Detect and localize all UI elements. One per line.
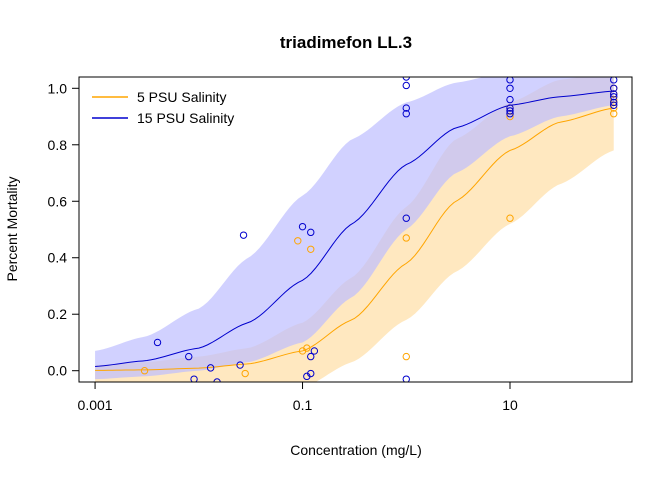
- data-point-15psu: [506, 104, 514, 112]
- y-tick-label: 0.2: [48, 306, 68, 322]
- chart-title: triadimefon LL.3: [280, 33, 412, 52]
- data-point-15psu: [307, 352, 315, 361]
- confidence-bands: [95, 77, 614, 382]
- x-tick-label: 0.001: [78, 397, 113, 413]
- data-point-15psu: [610, 98, 618, 107]
- data-point-15psu: [610, 77, 618, 84]
- data-point-5psu: [506, 214, 514, 222]
- data-point-15psu: [506, 84, 514, 92]
- data-point-5psu: [402, 352, 410, 361]
- data-point-15psu: [506, 95, 514, 104]
- data-point-15psu: [610, 93, 618, 101]
- data-point-15psu: [402, 104, 410, 112]
- data-point-15psu: [298, 222, 307, 231]
- legend-label-5psu: 5 PSU Salinity: [137, 89, 226, 105]
- data-point-15psu: [610, 90, 618, 98]
- fit-line-15psu: [95, 90, 614, 367]
- data-point-5psu: [610, 95, 618, 104]
- confidence-band-15psu: [95, 77, 614, 380]
- data-point-15psu: [506, 77, 514, 84]
- data-point-15psu: [307, 228, 315, 237]
- data-point-15psu: [310, 347, 319, 355]
- y-tick-label: 0.4: [48, 250, 68, 266]
- data-point-5psu: [402, 234, 410, 242]
- data-point-15psu: [153, 338, 162, 347]
- x-axis: 0.001 0.1 10: [78, 381, 518, 413]
- data-point-15psu: [610, 101, 618, 109]
- fit-lines: [95, 90, 614, 371]
- y-tick-label: 0.0: [48, 363, 68, 379]
- data-point-5psu: [294, 237, 302, 245]
- data-point-15psu: [206, 364, 215, 372]
- y-axis-label: Percent Mortality: [4, 176, 20, 281]
- data-point-15psu: [610, 84, 618, 92]
- data-point-15psu: [307, 369, 315, 378]
- data-point-5psu: [610, 104, 618, 112]
- data-point-15psu: [402, 214, 410, 222]
- data-point-15psu: [402, 375, 410, 382]
- x-axis-label: Concentration (mg/L): [290, 442, 422, 458]
- data-point-15psu: [402, 110, 410, 118]
- data-point-15psu: [185, 352, 193, 361]
- fit-line-5psu: [95, 107, 614, 371]
- data-point-5psu: [303, 344, 311, 352]
- data-point-15psu: [506, 107, 514, 115]
- y-tick-label: 0.6: [48, 193, 68, 209]
- data-point-5psu: [241, 369, 249, 378]
- data-point-15psu: [239, 231, 248, 239]
- data-point-5psu: [140, 367, 149, 375]
- y-tick-label: 0.8: [48, 137, 68, 153]
- data-point-15psu: [402, 81, 410, 90]
- data-point-5psu: [307, 245, 315, 253]
- data-point-5psu: [506, 112, 514, 121]
- legend-label-15psu: 15 PSU Salinity: [137, 110, 234, 126]
- legend: 5 PSU Salinity 15 PSU Salinity: [92, 89, 234, 126]
- y-tick-label: 1.0: [48, 80, 68, 96]
- y-axis: 0.0 0.2 0.4 0.6 0.8 1.0: [48, 80, 80, 379]
- data-point-15psu: [190, 375, 198, 382]
- data-point-15psu: [236, 361, 244, 369]
- data-point-15psu: [506, 110, 514, 118]
- x-tick-label: 0.1: [293, 397, 313, 413]
- data-points: [140, 77, 618, 382]
- data-point-5psu: [610, 110, 618, 118]
- x-tick-label: 10: [502, 397, 518, 413]
